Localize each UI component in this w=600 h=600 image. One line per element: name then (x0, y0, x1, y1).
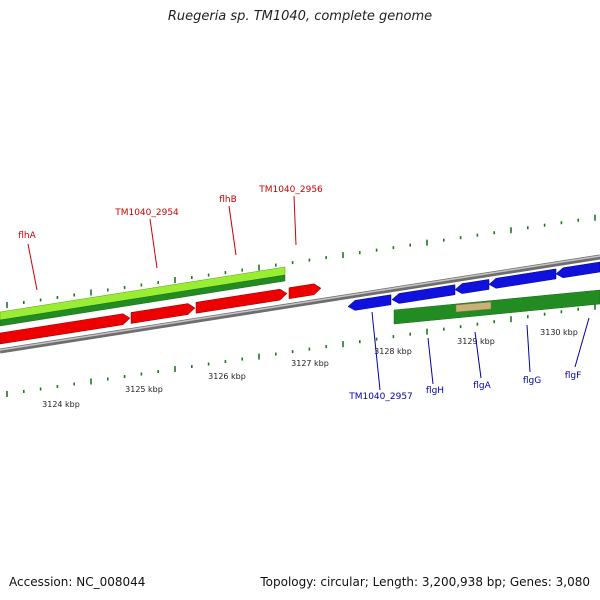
gene-labels: flhA TM1040_2954 flhB TM1040_2956 TM1040_295… (18, 185, 590, 402)
gene-leader-reverse-0 (371, 311, 381, 391)
tick-label-1: 3125 kbp (125, 385, 163, 394)
tick-label-4: 3128 kbp (374, 347, 412, 356)
gene-leader-forward-0 (27, 243, 38, 291)
tick-label-6: 3130 kbp (540, 328, 578, 337)
accession-label: Accession: NC_008044 (9, 575, 146, 589)
gene-label-reverse-3: flgG (523, 376, 541, 386)
gene-label-forward-1: TM1040_2954 (114, 208, 179, 218)
tick-label-3: 3127 kbp (291, 359, 329, 368)
kbp-tick-labels: 3124 kbp 3125 kbp 3126 kbp 3127 kbp 3128 kbp… (42, 328, 578, 409)
inner-tick-row (6, 303, 596, 397)
feature-tracks (0, 254, 600, 354)
genome-title: Ruegeria sp. TM1040, complete genome (167, 9, 433, 24)
gene-arrow-tm1040-2957 (347, 294, 392, 311)
gene-leader-forward-3 (293, 195, 297, 246)
genome-backbone (0, 254, 600, 354)
gene-leader-forward-1 (149, 218, 158, 269)
genome-summary: Topology: circular; Length: 3,200,938 bp… (260, 575, 590, 589)
cds-forward-band (0, 274, 286, 327)
gene-leader-reverse-2 (474, 331, 482, 379)
gene-arrow-tm1040-2954 (130, 303, 196, 324)
genome-backbone-highlight (0, 255, 600, 351)
tick-label-0: 3124 kbp (42, 400, 80, 409)
gene-leader-reverse-3 (526, 324, 531, 373)
gene-arrow-tm1040-2956 (288, 283, 322, 300)
gene-arrow-flgA (454, 279, 490, 294)
pseudogene-segment (455, 301, 492, 313)
gene-label-reverse-2: flgA (473, 381, 491, 391)
gene-label-forward-3: TM1040_2956 (258, 185, 323, 195)
tick-label-2: 3126 kbp (208, 372, 246, 381)
gene-label-forward-0: flhA (18, 231, 36, 241)
gene-arrow-flhB (195, 288, 288, 314)
gene-label-reverse-1: flgH (426, 386, 444, 396)
gene-label-reverse-4: flgF (565, 371, 582, 381)
gene-leader-forward-2 (228, 205, 237, 256)
outer-tick-row (6, 214, 596, 308)
gene-arrow-flgF (555, 261, 600, 279)
gene-arrow-flhA (0, 313, 131, 345)
gene-label-forward-2: flhB (219, 195, 237, 205)
gene-leader-reverse-1 (427, 337, 434, 385)
gene-leader-reverse-4 (574, 317, 590, 368)
cds-reverse-band (393, 289, 600, 325)
gene-label-reverse-0: TM1040_2957 (348, 392, 413, 402)
